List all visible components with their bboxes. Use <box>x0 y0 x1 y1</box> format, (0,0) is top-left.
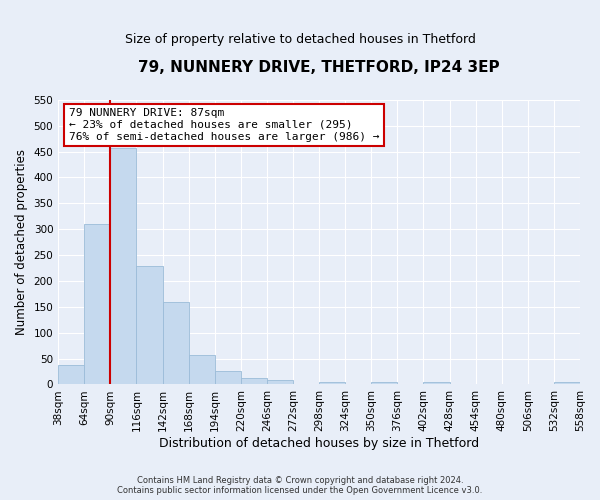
Bar <box>163 302 188 384</box>
Bar <box>215 371 241 384</box>
Text: Size of property relative to detached houses in Thetford: Size of property relative to detached ho… <box>125 32 475 46</box>
Bar <box>188 355 215 384</box>
Bar <box>554 382 580 384</box>
Bar <box>319 382 345 384</box>
Text: Contains HM Land Registry data © Crown copyright and database right 2024.
Contai: Contains HM Land Registry data © Crown c… <box>118 476 482 495</box>
Y-axis label: Number of detached properties: Number of detached properties <box>15 149 28 335</box>
X-axis label: Distribution of detached houses by size in Thetford: Distribution of detached houses by size … <box>159 437 479 450</box>
Bar <box>136 266 163 384</box>
Bar <box>58 365 84 384</box>
Bar <box>371 382 397 384</box>
Bar <box>267 380 293 384</box>
Bar <box>241 378 267 384</box>
Bar <box>110 148 136 384</box>
Bar <box>424 382 449 384</box>
Bar <box>84 224 110 384</box>
Title: 79, NUNNERY DRIVE, THETFORD, IP24 3EP: 79, NUNNERY DRIVE, THETFORD, IP24 3EP <box>138 60 500 75</box>
Text: 79 NUNNERY DRIVE: 87sqm
← 23% of detached houses are smaller (295)
76% of semi-d: 79 NUNNERY DRIVE: 87sqm ← 23% of detache… <box>68 108 379 142</box>
